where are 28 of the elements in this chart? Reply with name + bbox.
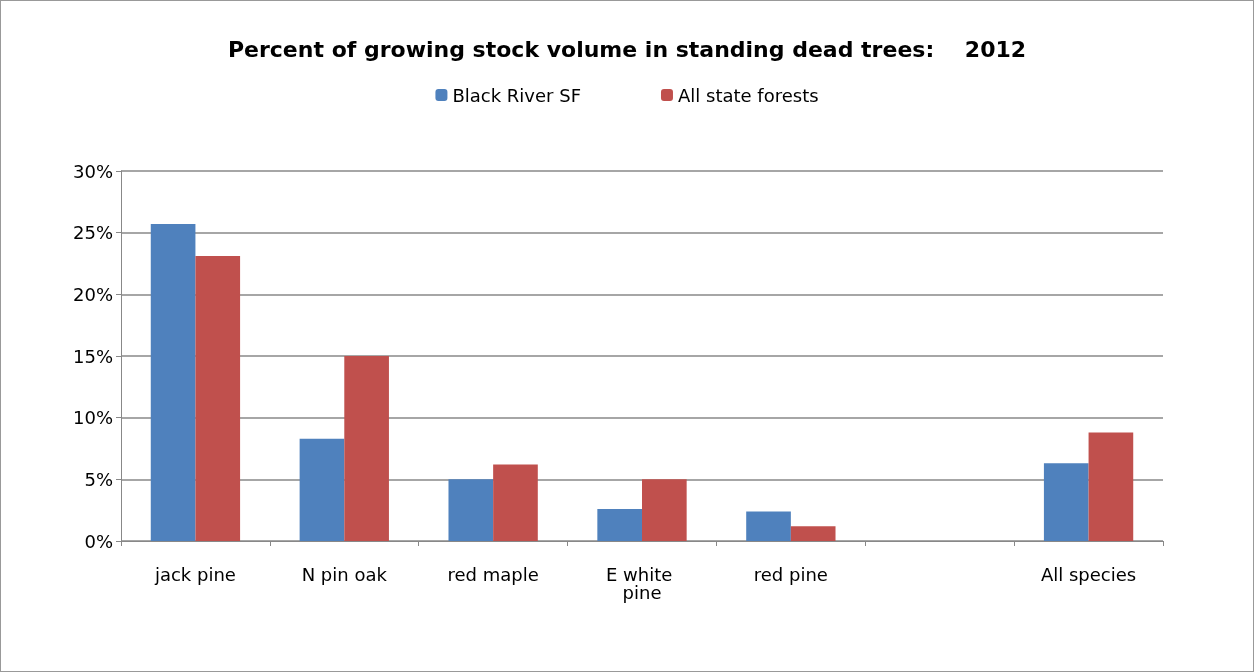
bar: [299, 438, 345, 541]
legend-label: Black River SF: [452, 84, 581, 106]
chart-title: Percent of growing stock volume in standing dead trees: 2012: [227, 36, 1027, 62]
bar: [150, 224, 196, 541]
bar: [344, 356, 389, 541]
x-tick-label: jack pine: [153, 563, 236, 585]
x-tick-label: N pin oak: [301, 563, 388, 585]
bar: [1043, 463, 1089, 541]
bar: [1088, 432, 1134, 541]
x-tick-label: E white pine: [605, 563, 679, 603]
y-tick-label: 0%: [84, 530, 113, 552]
x-tick-label: All species: [1040, 563, 1137, 585]
y-tick-label: 15%: [72, 345, 113, 367]
y-tick-label: 25%: [72, 222, 113, 244]
x-tick-label: red pine: [753, 563, 828, 585]
bar: [642, 479, 687, 541]
bar: [493, 464, 538, 541]
bar: [195, 256, 241, 541]
bar: [746, 511, 791, 541]
y-tick-label: 5%: [84, 468, 113, 490]
y-tick-label: 20%: [72, 283, 113, 305]
y-tick-label: 10%: [72, 407, 113, 429]
bar: [448, 479, 494, 541]
y-tick-label: 30%: [72, 160, 113, 182]
bar: [790, 526, 836, 541]
legend-label: All state forests: [677, 84, 819, 106]
x-tick-label: red maple: [447, 563, 539, 585]
bar: [597, 508, 642, 541]
